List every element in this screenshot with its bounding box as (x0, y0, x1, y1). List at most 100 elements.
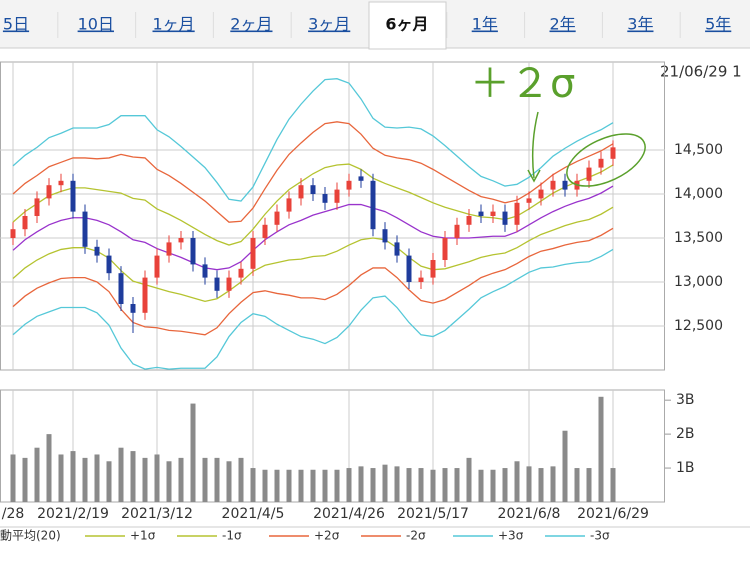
volume-bar (262, 469, 268, 502)
volume-bar (250, 468, 256, 502)
band-line (12, 248, 614, 370)
tab[interactable]: 2ヶ月 (230, 15, 272, 34)
candle-body (502, 211, 508, 225)
tab[interactable]: 2年 (550, 15, 576, 34)
candle-body (202, 264, 208, 278)
annotation-ellipse (566, 133, 646, 187)
tab[interactable]: 1ヶ月 (153, 15, 195, 34)
volume-bar (202, 457, 208, 502)
candle-body (214, 277, 220, 291)
annotation-arrow (531, 111, 539, 179)
volume-bar (370, 468, 376, 502)
candle-body (34, 198, 40, 216)
legend-label: +3σ (498, 529, 524, 543)
candle-body (142, 277, 148, 313)
volume-bar (226, 461, 232, 502)
legend-label: +1σ (130, 529, 156, 543)
volume-bar (442, 468, 448, 502)
volume-bar (238, 457, 244, 502)
tab[interactable]: 10日 (78, 15, 114, 34)
volume-bar (190, 403, 196, 502)
volume-bar (490, 469, 496, 502)
candle-body (94, 246, 100, 256)
candle-body (106, 255, 112, 274)
candle-body (394, 242, 400, 256)
volume-bar (310, 469, 316, 502)
tab[interactable]: 5日 (3, 15, 29, 34)
tab[interactable]: 5年 (705, 15, 731, 34)
legend-label: 動平均(20) (0, 529, 61, 543)
y-tick-label: 12,500 (674, 318, 723, 334)
tab[interactable]: 3年 (627, 15, 653, 34)
volume-bar (526, 466, 532, 502)
candle-body (274, 211, 280, 225)
candle-body (358, 176, 364, 181)
candle-body (478, 211, 484, 216)
candle-body (238, 268, 244, 278)
volume-bar (322, 469, 328, 502)
volume-bar (142, 457, 148, 502)
candle-body (46, 185, 52, 199)
candle-body (466, 216, 472, 225)
candle-body (310, 185, 316, 194)
volume-bar (430, 469, 436, 502)
candle-body (190, 238, 196, 265)
x-tick-label: 2021/3/12 (121, 506, 193, 522)
y-tick-label: 13,500 (674, 230, 723, 246)
candle-body (562, 180, 568, 190)
x-tick-label: /28 (2, 506, 25, 522)
volume-bar (166, 461, 172, 502)
candle-body (586, 167, 592, 181)
candle-body (490, 211, 496, 216)
tabs: 5日 10日 1ヶ月 2ヶ月 3ヶ月 6ヶ月 1年 2年 3年 5年 (3, 1, 731, 50)
volume-bar (70, 451, 76, 502)
x-tick-label: 2021/5/17 (397, 506, 469, 522)
candle-body (370, 180, 376, 230)
price-frame (0, 61, 665, 371)
y2-tick-label: 2B (676, 426, 695, 442)
volume-bar (214, 457, 220, 502)
candle-body (118, 273, 124, 304)
band-line (12, 163, 614, 246)
candle-body (526, 198, 532, 203)
band-line (12, 185, 614, 271)
legend-label: -3σ (590, 529, 610, 543)
candle-body (130, 304, 136, 313)
x-tick-label: 2021/6/29 (577, 506, 649, 522)
y-tick-label: 13,000 (674, 274, 723, 290)
volume-bar (46, 434, 52, 502)
candle-body (334, 189, 340, 203)
x-tick-label: 2021/2/19 (37, 506, 109, 522)
legend-label: +2σ (314, 529, 340, 543)
volume-bar (586, 468, 592, 502)
volume-bar (574, 468, 580, 502)
volume-bar (466, 457, 472, 502)
candle-body (610, 147, 616, 159)
candle-body (10, 229, 16, 238)
candle-body (262, 224, 268, 238)
volume-bar (610, 468, 616, 502)
tab[interactable]: 6ヶ月 (385, 15, 428, 34)
tab[interactable]: 3ヶ月 (308, 15, 350, 34)
candle-body (70, 180, 76, 212)
candle-body (598, 158, 604, 168)
band-line (12, 227, 614, 336)
volume-bar (82, 457, 88, 502)
candle-body (58, 180, 64, 186)
volume-bar (454, 468, 460, 502)
candle-body (550, 180, 556, 190)
candle-body (514, 202, 520, 225)
volume-bar (106, 461, 112, 502)
volume-bar (178, 457, 184, 502)
volume-bar (58, 454, 64, 502)
candle-body (346, 180, 352, 190)
candle-body (442, 238, 448, 260)
volume-bar (34, 447, 40, 502)
volume-bar (394, 466, 400, 502)
volume-bar (22, 457, 28, 502)
legend-label: -2σ (406, 529, 426, 543)
tab[interactable]: 1年 (472, 15, 498, 34)
volume-bar (502, 468, 508, 502)
x-tick-label: 2021/4/26 (313, 506, 385, 522)
